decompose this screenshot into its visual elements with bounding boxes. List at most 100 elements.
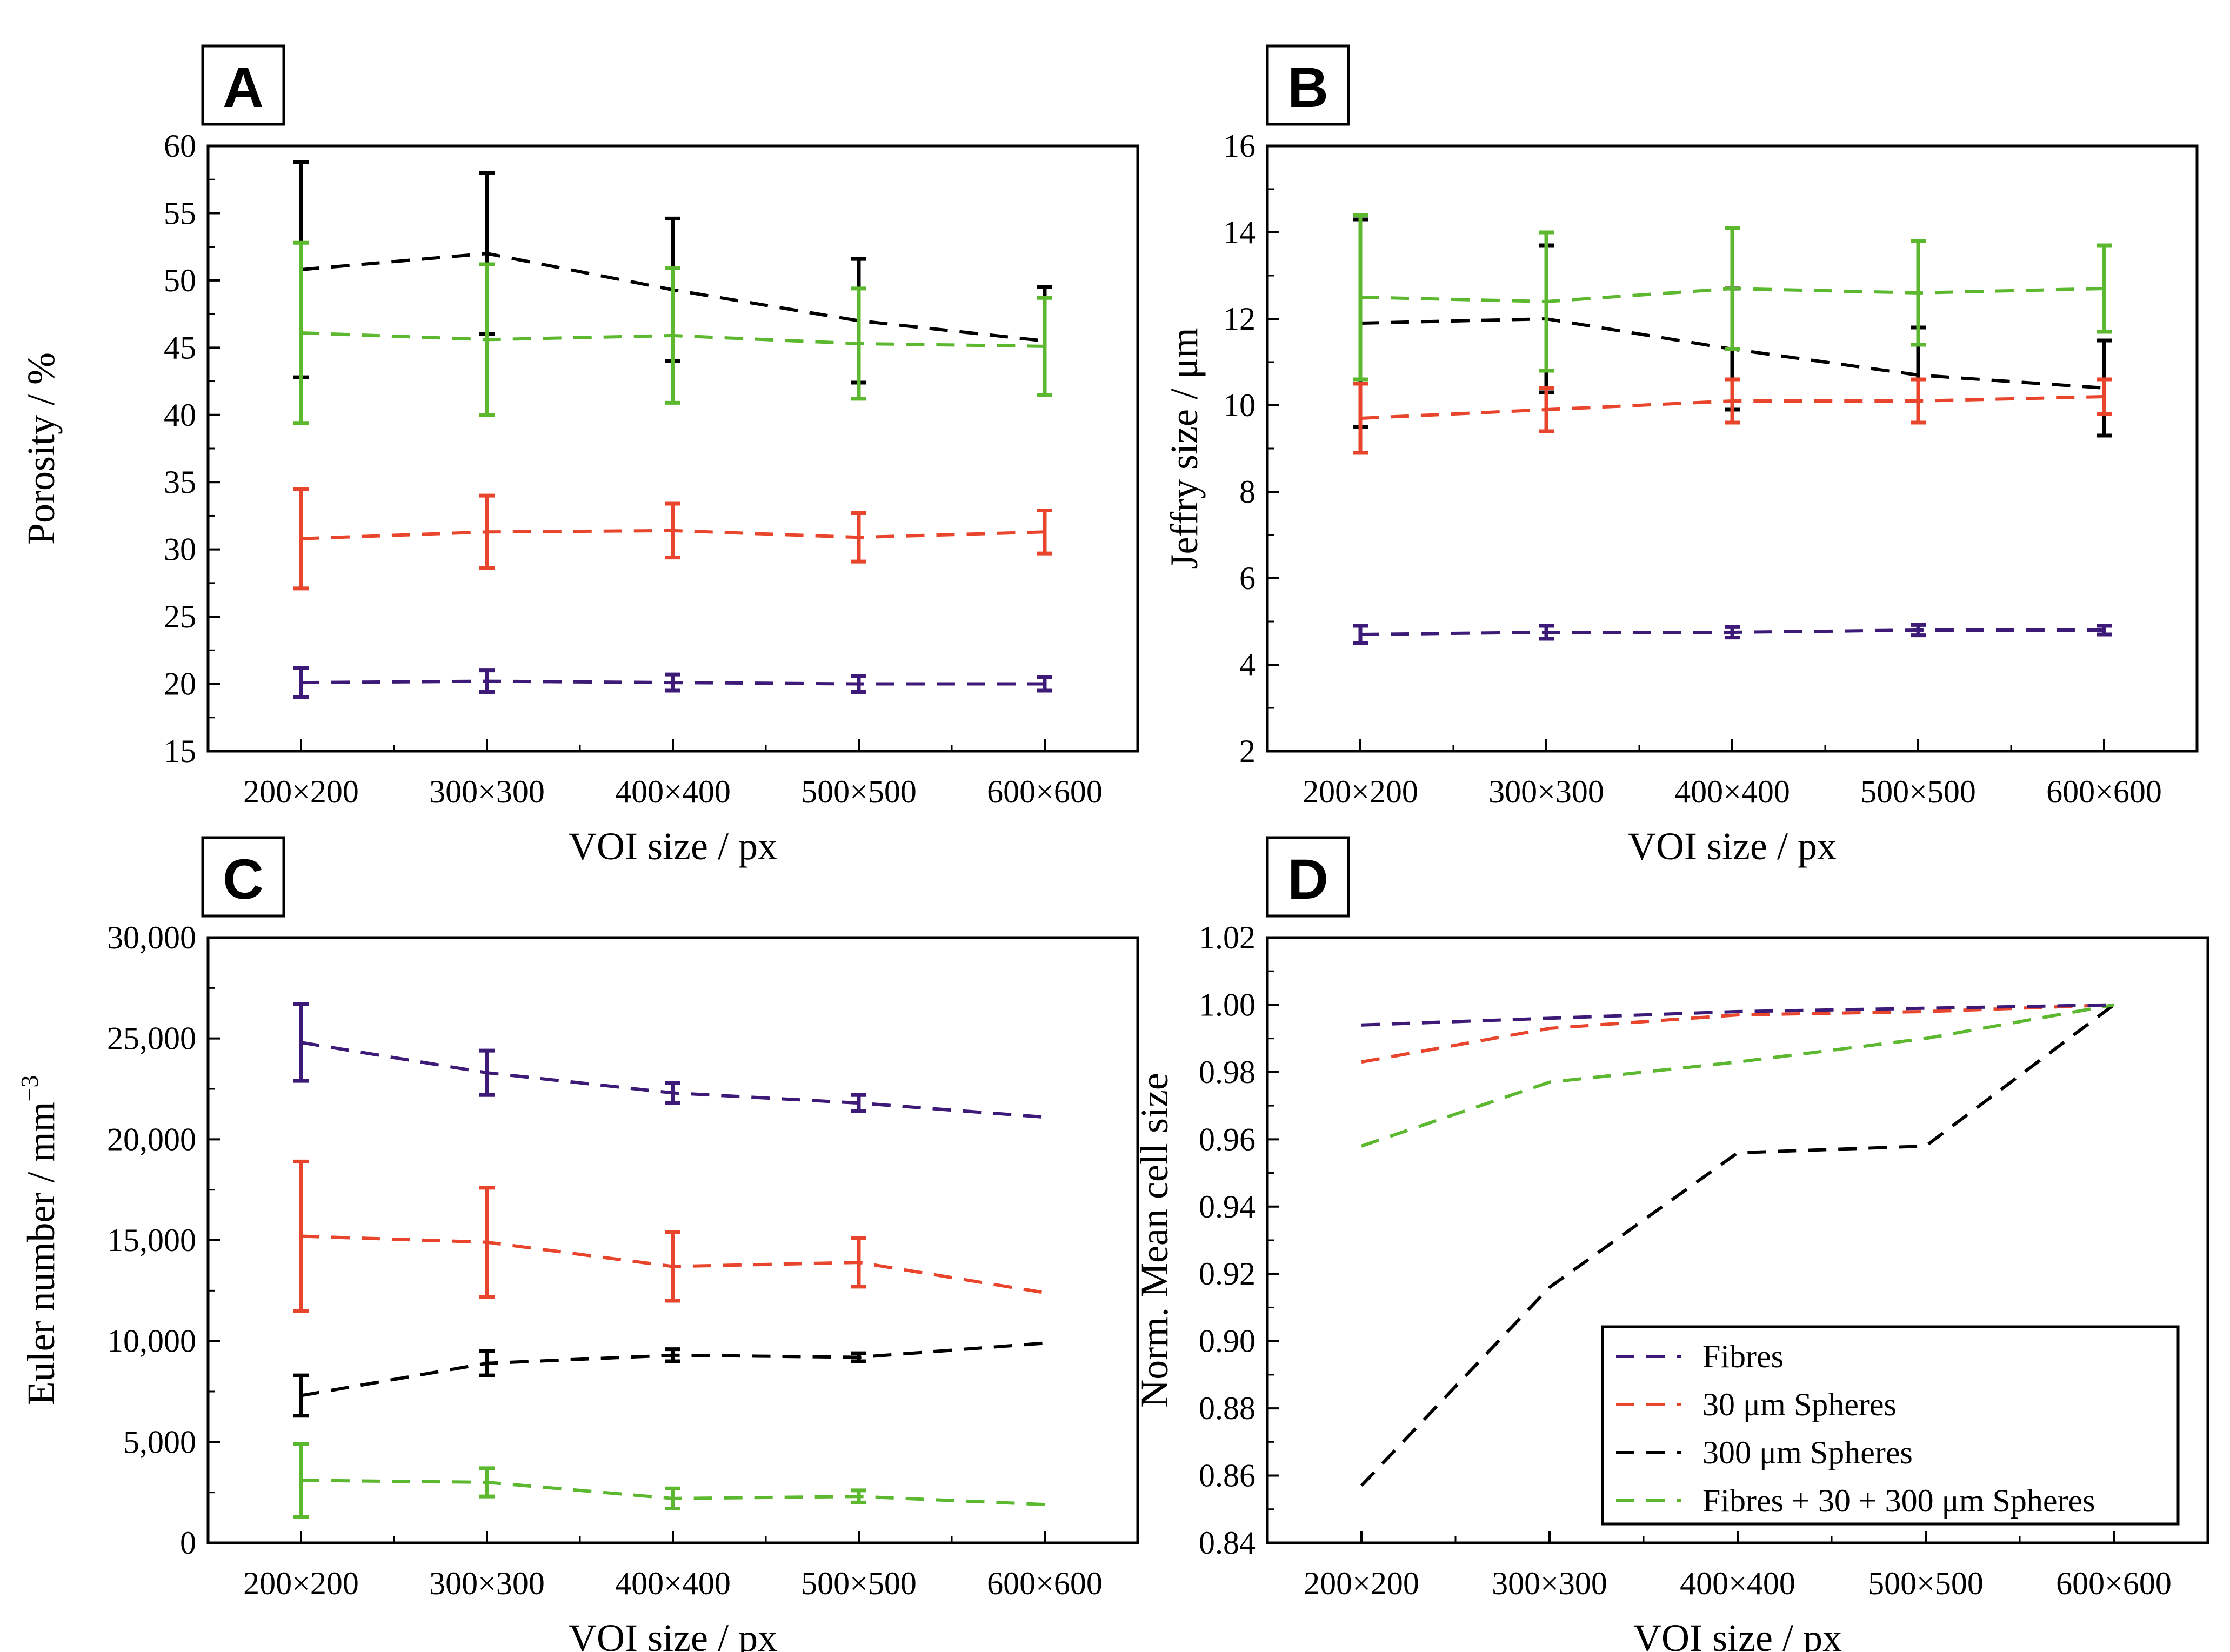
panel-b: B 2 4 6 8 10 12 14 16 200×200 300×300 400×400 500×5… <box>1163 44 2199 868</box>
panel-b-errorbar-fibres <box>2097 624 2112 637</box>
panel-c-ytick-label: 30,000 <box>107 920 196 955</box>
legend-label-combined: Fibres + 30 + 300 μm Spheres <box>1702 1483 2095 1519</box>
panel-d-ytick-label: 0.92 <box>1199 1256 1256 1292</box>
panel-a-letter: A <box>223 56 264 119</box>
panel-c-plot: 0 5,000 10,000 15,000 20,000 25,000 30,000 200×… <box>16 920 1139 1652</box>
panel-a-errorbar-spheres30 <box>1037 508 1052 556</box>
panel-a-errorbar-spheres30 <box>851 511 866 564</box>
panel-b-errorbar-spheres30 <box>1725 377 1740 425</box>
panel-b-errorbar-spheres30 <box>1353 382 1368 455</box>
panel-a-xtick-label: 300×300 <box>429 774 545 810</box>
panel-a-errorbar-combined <box>479 262 495 417</box>
panel-c-errorbar-spheres300 <box>665 1347 680 1363</box>
panel-b-errorbar-combined <box>1725 226 1740 351</box>
panel-a-ytick-label: 55 <box>164 195 196 231</box>
panel-c-ytick-label: 5,000 <box>123 1424 196 1460</box>
panel-a-ytick-label: 15 <box>164 733 196 769</box>
panel-c-ylabel-group: Euler number / mm−3 <box>16 1075 63 1406</box>
panel-a-ytick-label: 30 <box>164 532 196 567</box>
panel-c-errorbar-fibres <box>293 1002 309 1083</box>
panel-d-ytick-label: 0.98 <box>1199 1054 1256 1090</box>
panel-d-plot: 0.84 0.86 0.88 0.90 0.92 0.94 0.96 0.98 1.00 1.02… <box>1133 920 2209 1652</box>
panel-b-ytick-label: 8 <box>1239 474 1256 510</box>
panel-c-ylabel: Euler number / mm <box>19 1102 63 1406</box>
panel-c-xtick-label: 500×500 <box>801 1566 917 1601</box>
panel-c-errorbar-spheres30 <box>479 1186 495 1299</box>
panel-b-xtick-label: 600×600 <box>2046 774 2162 810</box>
panel-c-errorbar-spheres300 <box>293 1373 309 1418</box>
panel-a-errorbar-combined <box>665 266 680 405</box>
panel-d-ytick-label: 0.84 <box>1199 1525 1256 1561</box>
panel-b-errorbar-combined <box>1911 239 1926 347</box>
panel-d-ytick-label: 1.02 <box>1199 920 1256 955</box>
panel-d-letter-box <box>1266 836 1350 918</box>
panel-b-ytick-label: 4 <box>1239 647 1256 683</box>
panel-b-ylabel-group: Jeffry size / μm <box>1163 327 1206 569</box>
panel-b-ylabel: Jeffry size / μm <box>1163 327 1206 569</box>
legend-box <box>1601 1325 2180 1526</box>
legend: Fibres 30 μm Spheres 300 μm Spheres Fibres … <box>1601 1325 2180 1526</box>
panel-b-errorbar-combined <box>2097 243 2112 334</box>
panel-b-xtick-label: 500×500 <box>1860 774 1976 810</box>
panel-c-errorbar-fibres <box>851 1093 866 1113</box>
panel-d-series-spheres300 <box>1360 1004 2115 1487</box>
panel-d-ylabel: Norm. Mean cell size <box>1133 1073 1176 1408</box>
panel-a-xtick-label: 600×600 <box>987 774 1103 810</box>
panel-c-xtick-label: 400×400 <box>615 1566 731 1601</box>
panel-a-errorbar-combined <box>1037 296 1052 397</box>
legend-label-spheres300: 300 μm Spheres <box>1702 1435 1913 1470</box>
panel-a-ylabel-group: Porosity / % <box>19 352 63 545</box>
panel-c-xtick-label: 300×300 <box>429 1566 545 1601</box>
panel-d-ytick-label: 0.86 <box>1199 1458 1256 1494</box>
panel-b-ytick-label: 6 <box>1239 560 1256 596</box>
panel-c-xlabel: VOI size / px <box>569 1616 777 1652</box>
panel-a-errorbar-combined <box>293 240 309 425</box>
panel-c-errorbar-combined <box>479 1466 495 1499</box>
panel-a-errorbar-fibres <box>293 666 309 699</box>
panel-c-xtick-label: 200×200 <box>243 1566 359 1601</box>
panel-c-ytick-label: 20,000 <box>107 1121 196 1157</box>
panel-a-ytick-label: 35 <box>164 464 196 500</box>
panel-a-ytick-label: 45 <box>164 330 196 365</box>
panel-b-xtick-label: 300×300 <box>1488 774 1604 810</box>
panel-c-ytick-label: 15,000 <box>107 1222 196 1258</box>
panel-a-errorbar-spheres30 <box>665 501 680 560</box>
panel-b-xtick-label: 200×200 <box>1303 774 1418 810</box>
panel-c-ytick-label: 10,000 <box>107 1323 196 1359</box>
panel-a-errorbar-spheres30 <box>479 493 495 571</box>
panel-c-errorbar-combined <box>293 1442 309 1519</box>
panel-c-series-fibres <box>301 1041 1045 1119</box>
panel-d-ytick-label: 0.88 <box>1199 1390 1256 1426</box>
panel-a-errorbar-fibres <box>479 668 495 694</box>
panel-b-errorbar-combined <box>1353 213 1368 382</box>
panel-a-plot: 15 20 25 30 35 40 45 50 55 60 200×200 300×300 400×40… <box>19 128 1139 868</box>
panel-b-xtick-label: 400×400 <box>1674 774 1790 810</box>
panel-d-ytick-label: 1.00 <box>1199 987 1256 1022</box>
panel-d-ytick-label: 0.90 <box>1199 1323 1256 1359</box>
panel-c-errorbar-spheres30 <box>665 1230 680 1303</box>
panel-a-errorbar-fibres <box>851 674 866 694</box>
panel-b-ytick-label: 14 <box>1223 215 1256 250</box>
panel-b-letter-box <box>1266 44 1350 126</box>
legend-label-spheres30: 30 μm Spheres <box>1702 1387 1897 1422</box>
legend-label-fibres: Fibres <box>1702 1339 1784 1374</box>
panel-d-xtick-label: 200×200 <box>1304 1566 1419 1601</box>
panel-b-errorbar-spheres30 <box>2097 377 2112 416</box>
panel-c: C 0 5,000 10,000 15,000 20,000 25,000 30,000 20… <box>16 836 1139 1652</box>
panel-d-ylabel-group: Norm. Mean cell size <box>1133 1073 1176 1408</box>
panel-b-ytick-label: 10 <box>1223 387 1256 423</box>
panel-b-ytick-label: 2 <box>1239 733 1256 769</box>
panel-b-errorbar-fibres <box>1725 625 1740 640</box>
panel-d-xlabel: VOI size / px <box>1633 1616 1842 1652</box>
panel-d-letter: D <box>1287 848 1328 911</box>
panel-b-errorbar-spheres30 <box>1539 386 1554 433</box>
panel-c-errorbar-spheres30 <box>293 1159 309 1313</box>
panel-d-xtick-label: 500×500 <box>1868 1566 1984 1601</box>
panel-a-ytick-label: 25 <box>164 599 196 634</box>
panel-d-series-fibres <box>1361 1003 2114 1027</box>
panel-b-errorbar-combined <box>1539 230 1554 373</box>
panel-b-errorbar-fibres <box>1911 623 1926 638</box>
panel-d-xtick-label: 300×300 <box>1492 1566 1607 1601</box>
panel-a: A 15 20 25 30 35 40 45 50 55 60 200×200 300×300 400×… <box>19 44 1139 868</box>
